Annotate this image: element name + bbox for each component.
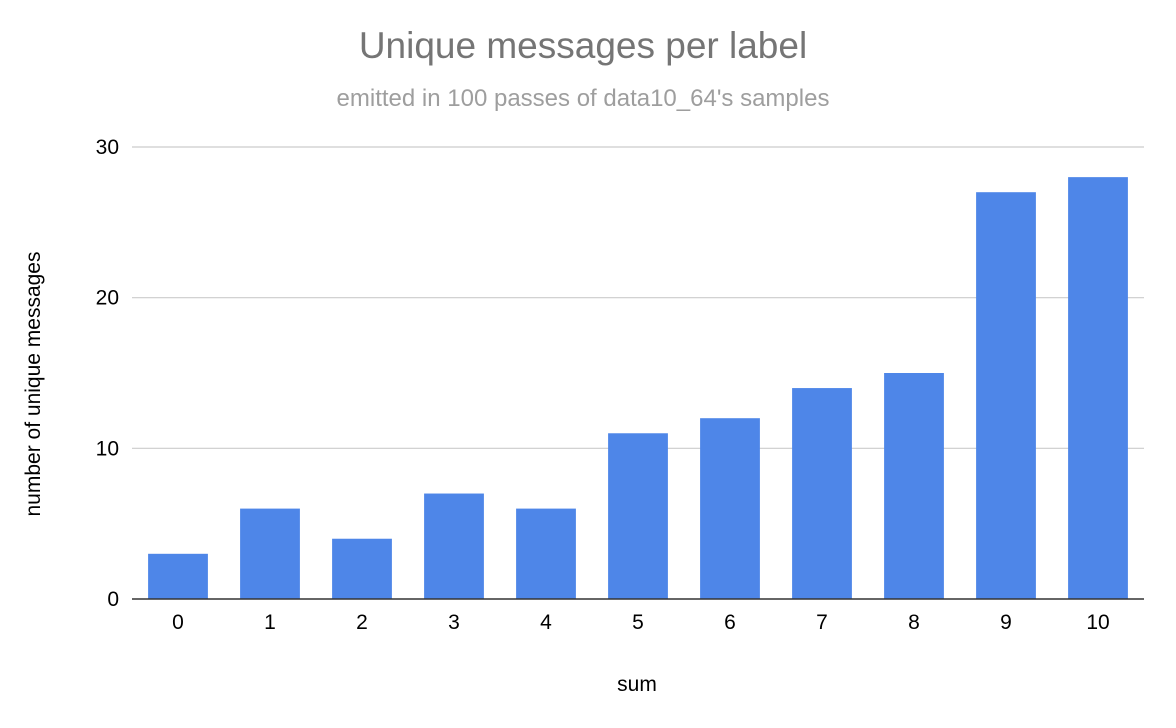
bar-5 — [608, 433, 668, 599]
bar-10 — [1068, 177, 1128, 599]
x-tick-label: 4 — [540, 611, 552, 634]
chart-subtitle: emitted in 100 passes of data10_64's sam… — [337, 85, 830, 112]
x-tick-labels: 0 1 2 3 4 5 6 7 8 9 10 — [172, 611, 1110, 634]
x-tick-label: 3 — [448, 611, 460, 634]
x-tick-label: 1 — [264, 611, 276, 634]
bar-8 — [884, 373, 944, 599]
bar-0 — [148, 553, 208, 599]
y-tick-label: 0 — [107, 588, 119, 611]
x-tick-label: 2 — [356, 611, 368, 634]
y-axis-title: number of unique messages — [22, 252, 45, 517]
y-tick-label: 20 — [96, 287, 119, 310]
bar-6 — [700, 418, 760, 599]
bar-4 — [516, 508, 576, 599]
y-tick-labels: 0 10 20 30 — [96, 136, 119, 611]
x-tick-label: 7 — [816, 611, 828, 634]
bar-9 — [976, 192, 1036, 599]
bar-1 — [240, 508, 300, 599]
bar-7 — [792, 388, 852, 599]
y-tick-label: 10 — [96, 437, 119, 460]
y-tick-label: 30 — [96, 136, 119, 159]
x-tick-label: 10 — [1086, 611, 1109, 634]
bars — [148, 177, 1128, 599]
x-tick-label: 9 — [1000, 611, 1012, 634]
x-tick-label: 6 — [724, 611, 736, 634]
x-tick-label: 0 — [172, 611, 184, 634]
bar-2 — [332, 538, 392, 599]
chart-title: Unique messages per label — [359, 25, 807, 66]
bar-3 — [424, 493, 484, 599]
x-tick-label: 5 — [632, 611, 644, 634]
x-axis-title: sum — [617, 673, 657, 696]
x-tick-label: 8 — [908, 611, 920, 634]
